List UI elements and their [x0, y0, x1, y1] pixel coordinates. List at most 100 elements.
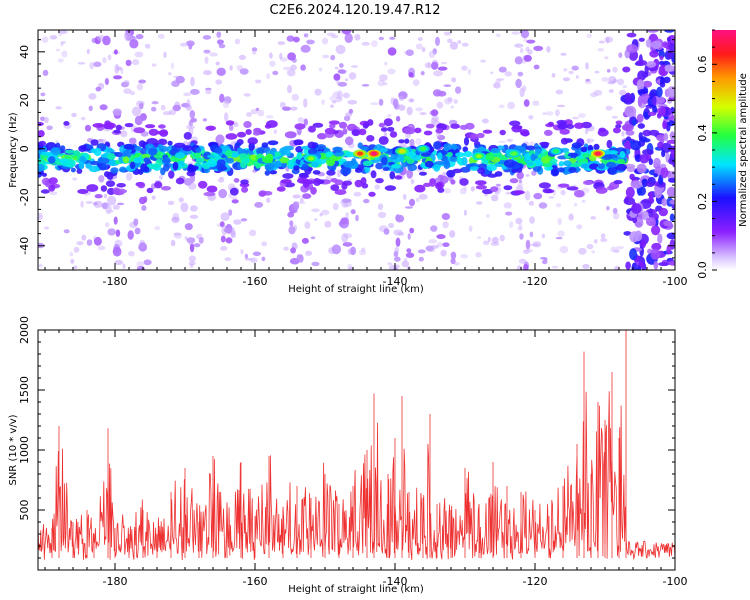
heatmap-cell-1902 [567, 152, 579, 157]
heatmap-cell-427 [205, 87, 212, 91]
heatmap-cell-266 [273, 129, 278, 134]
heatmap-cell-41 [218, 43, 226, 49]
heatmap-cell-947 [640, 239, 647, 249]
heatmap-cell-1920 [182, 145, 193, 152]
heatmap-cell-1885 [443, 143, 452, 151]
heatmap-cell-1606 [89, 160, 100, 166]
heatmap-cell-438 [594, 70, 600, 74]
heatmap-cell-479 [440, 249, 447, 257]
heatmap-cell-2118 [115, 124, 122, 131]
heatmap-cell-2059 [469, 133, 479, 140]
heatmap-cell-193 [572, 116, 579, 120]
heatmap-cell-1943 [261, 155, 274, 164]
heatmap-cell-1045 [666, 36, 672, 42]
heatmap-cell-776 [516, 265, 523, 270]
heatmap-cell-26 [421, 47, 426, 53]
heatmap-cell-1006 [629, 231, 639, 243]
heatmap-cell-50 [503, 202, 512, 209]
heatmap-cell-1667 [253, 161, 261, 167]
heatmap-cell-127 [283, 246, 289, 251]
heatmap-cell-979 [671, 203, 675, 210]
heatmap-cell-978 [666, 139, 675, 144]
heatmap-cell-2070 [86, 184, 99, 192]
heatmap-cell-781 [520, 30, 530, 39]
heatmap-cell-294 [38, 263, 43, 268]
heatmap-cell-2061 [308, 125, 316, 133]
heatmap-cell-150 [377, 79, 385, 87]
heatmap-cell-296 [311, 208, 320, 213]
heatmap-cell-1710 [285, 149, 291, 157]
heatmap-cell-1995 [198, 180, 208, 189]
heatmap-cell-2098 [358, 128, 367, 136]
heatmap-cell-1041 [663, 220, 672, 227]
heatmap-cell-178 [170, 62, 175, 70]
heatmap-cell-782 [522, 85, 527, 92]
heatmap-cell-988 [661, 150, 666, 158]
heatmap-cell-991 [641, 210, 649, 221]
heatmap-cell-1028 [638, 88, 648, 95]
heatmap-cell-740 [450, 258, 456, 265]
heatmap-cell-384 [371, 40, 378, 48]
heatmap-cell-188 [586, 243, 594, 250]
heatmap-cell-712 [395, 214, 405, 223]
heatmap-cell-1236 [394, 175, 403, 180]
heatmap-cell-137 [49, 35, 58, 40]
heatmap-cell-673 [341, 233, 349, 243]
heatmap-cell-474 [451, 77, 457, 83]
heatmap-cell-46 [215, 79, 223, 85]
heatmap-cell-1725 [618, 159, 625, 164]
heatmap-cell-96 [504, 71, 512, 77]
heatmap-cell-2034 [566, 186, 579, 191]
heatmap-cell-415 [332, 202, 339, 211]
heatmap-cell-255 [158, 175, 163, 180]
heatmap-cell-2116 [595, 186, 608, 194]
heatmap-cell-2012 [338, 121, 348, 129]
heatmap-cell-1008 [624, 105, 637, 117]
heatmap-cell-261 [254, 201, 264, 208]
heatmap-cell-695 [350, 246, 356, 256]
heatmap-cell-616 [220, 212, 230, 222]
heatmap-cell-1442 [157, 138, 168, 146]
heatmap-cell-2008 [38, 121, 44, 127]
heatmap-cell-559 [134, 115, 143, 126]
heatmap-cell-82 [246, 112, 252, 117]
heatmap-cell-925 [637, 95, 643, 107]
heatmap-cell-1979 [378, 122, 385, 128]
heatmap-cell-715 [393, 98, 399, 108]
heatmap-cell-1533 [462, 146, 469, 153]
heatmap-cell-291 [297, 117, 304, 123]
heatmap-cell-358 [151, 195, 156, 200]
heatmap-cell-677 [344, 136, 354, 146]
heatmap-cell-1405 [433, 141, 442, 150]
heatmap-cell-707 [405, 49, 414, 56]
heatmap-cell-1754 [264, 170, 270, 176]
heatmap-cell-258 [114, 259, 124, 265]
heatmap-cell-65 [415, 107, 423, 112]
heatmap-cell-519 [359, 249, 367, 256]
heatmap-cell-462 [394, 256, 401, 262]
heatmap-cell-436 [306, 39, 315, 45]
heatmap-cell-2033 [148, 128, 159, 136]
heatmap-cell-669 [290, 106, 298, 111]
heatmap-cell-1919 [206, 158, 217, 168]
heatmap-cell-162 [531, 170, 537, 176]
heatmap-cell-727 [401, 260, 410, 268]
heatmap-cell-976 [664, 64, 674, 72]
heatmap-cell-449 [522, 249, 530, 254]
heatmap-cell-100 [387, 262, 393, 266]
heatmap-cell-1801 [122, 149, 132, 159]
heatmap-cell-338 [606, 69, 611, 73]
heatmap-cell-574 [132, 59, 140, 66]
heatmap-cell-1474 [236, 147, 243, 155]
heatmap-cell-98 [261, 241, 268, 247]
heatmap-cell-1000 [669, 213, 675, 222]
heatmap-cell-874 [653, 260, 659, 270]
heatmap-cell-609 [188, 255, 196, 262]
heatmap-cell-144 [330, 104, 335, 108]
heatmap-cell-591 [186, 124, 195, 130]
heatmap-cell-780 [529, 216, 535, 224]
heatmap-cell-1773 [148, 163, 160, 170]
heatmap-cell-458 [551, 73, 556, 78]
heatmap-cell-1851 [122, 156, 130, 164]
heatmap-cell-1044 [645, 216, 656, 227]
